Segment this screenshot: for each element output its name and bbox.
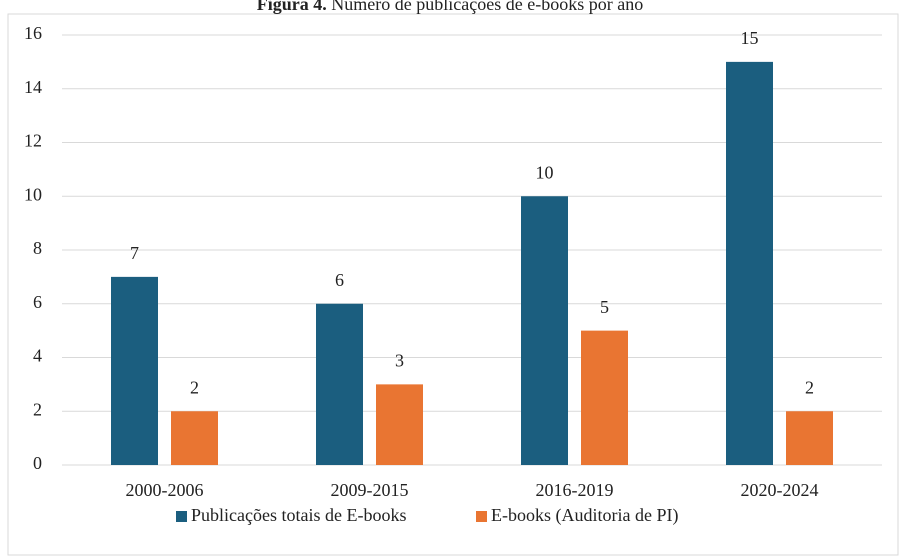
y-tick-label: 16 <box>24 23 42 43</box>
title-label: Figura 4. <box>257 0 327 14</box>
y-tick-label: 12 <box>24 131 42 151</box>
y-tick-label: 6 <box>33 292 42 312</box>
bar <box>376 384 423 465</box>
bar <box>581 330 628 465</box>
x-tick-label: 2020-2024 <box>741 480 819 500</box>
legend-label: Publicações totais de E-books <box>191 505 406 525</box>
value-label: 3 <box>395 351 404 371</box>
y-tick-label: 4 <box>33 346 42 366</box>
value-label: 2 <box>190 377 199 397</box>
value-label: 7 <box>130 243 139 263</box>
y-tick-label: 2 <box>33 399 42 419</box>
value-label: 15 <box>741 28 759 48</box>
y-tick-label: 14 <box>24 77 42 97</box>
chart-title: Figura 4. Número de publicações de e-boo… <box>257 0 643 14</box>
bar <box>316 303 363 465</box>
y-tick-label: 0 <box>33 453 42 473</box>
bar <box>111 276 158 465</box>
x-tick-label: 2000-2006 <box>126 480 204 500</box>
legend-swatch <box>176 511 187 522</box>
bar <box>521 196 568 465</box>
value-label: 6 <box>335 270 344 290</box>
x-tick-label: 2009-2015 <box>331 480 409 500</box>
y-tick-label: 8 <box>33 238 42 258</box>
title-text: Número de publicações de e-books por ano <box>331 0 643 14</box>
bar <box>171 411 218 465</box>
bar <box>786 411 833 465</box>
x-tick-label: 2016-2019 <box>536 480 614 500</box>
legend-label: E-books (Auditoria de PI) <box>491 505 678 526</box>
legend-swatch <box>476 511 487 522</box>
value-label: 5 <box>600 297 609 317</box>
value-label: 2 <box>805 377 814 397</box>
bar <box>726 61 773 465</box>
y-tick-label: 10 <box>24 184 42 204</box>
value-label: 10 <box>536 162 554 182</box>
